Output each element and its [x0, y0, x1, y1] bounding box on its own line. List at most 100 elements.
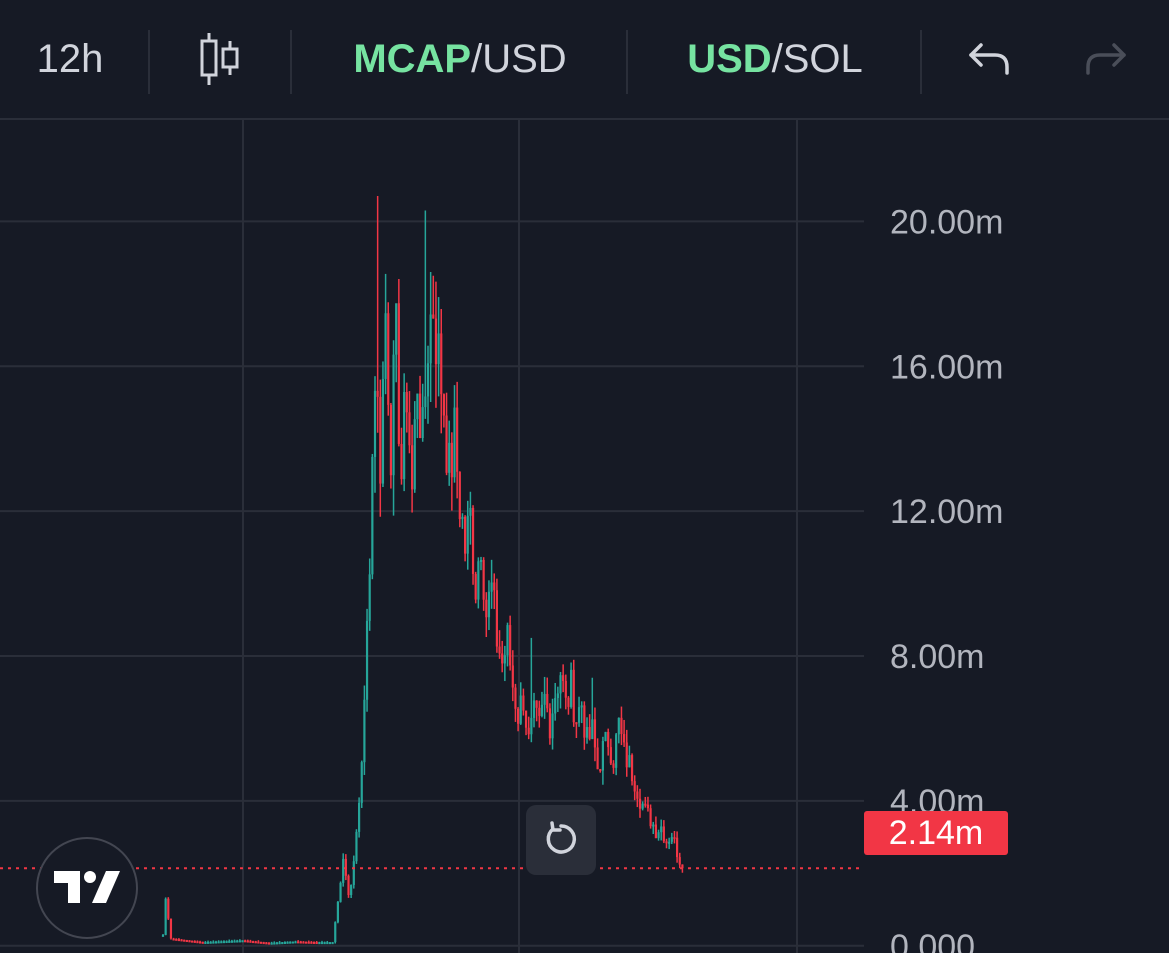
candle-body — [172, 938, 175, 941]
candle-body — [228, 940, 231, 943]
tradingview-logo[interactable] — [36, 837, 138, 939]
candle-body — [646, 804, 650, 809]
interval-button[interactable]: 12h — [20, 0, 120, 118]
candle-body — [368, 574, 371, 621]
candle-body — [609, 747, 612, 764]
candle-body — [546, 693, 549, 709]
candle-body — [233, 940, 236, 943]
candle-body — [657, 832, 660, 839]
candle-body — [487, 591, 491, 618]
candle-body — [588, 727, 591, 739]
toolbar-divider — [290, 30, 292, 94]
chart-style-button[interactable] — [180, 0, 260, 118]
candle-body — [305, 941, 308, 944]
candle-body — [191, 940, 194, 943]
candle-body — [633, 781, 636, 792]
candle-body — [580, 705, 583, 708]
candle-body — [265, 942, 268, 945]
undo-button[interactable] — [955, 0, 1025, 118]
candle-body — [307, 941, 310, 944]
candle-body — [320, 942, 324, 945]
candle-body — [649, 808, 652, 827]
candle-body — [628, 755, 631, 768]
candle-body — [453, 407, 456, 478]
candle-body — [599, 769, 602, 772]
candle-body — [527, 727, 530, 735]
candle-body — [514, 687, 517, 709]
chart-grid — [0, 120, 864, 953]
candle-body — [660, 826, 663, 833]
mcap-usd-toggle[interactable]: MCAP/USD — [320, 0, 600, 118]
candle-body — [193, 940, 196, 943]
candle-body — [273, 942, 276, 945]
candle-body — [392, 354, 395, 476]
candle-body — [291, 941, 294, 944]
candle-body — [352, 861, 355, 885]
candle-body — [252, 941, 255, 944]
candle-body — [421, 407, 424, 439]
candle-body — [448, 442, 451, 473]
candle-body — [381, 378, 385, 484]
candle-body — [464, 516, 467, 554]
candle-body — [450, 442, 453, 478]
candle-body — [278, 942, 281, 945]
candle-body — [583, 705, 586, 738]
toolbar-divider — [626, 30, 628, 94]
candle-body — [199, 941, 202, 944]
candle-body — [575, 722, 578, 725]
candle-body — [511, 665, 514, 688]
candle-body — [604, 732, 607, 742]
candle-body — [644, 803, 647, 806]
candle-body — [424, 396, 427, 408]
candle-body — [347, 875, 350, 896]
candle-body — [360, 762, 363, 803]
candle-body — [429, 314, 432, 364]
candle-body — [445, 415, 448, 473]
candle-body — [164, 898, 167, 935]
candle-body — [334, 922, 337, 943]
candle-body — [440, 333, 443, 395]
candle-body — [339, 882, 342, 902]
candle-body — [365, 620, 369, 700]
candle-body — [662, 826, 665, 842]
candle-body — [326, 942, 329, 945]
candle-body — [318, 942, 321, 945]
candle-body — [397, 303, 400, 444]
candle-body — [466, 515, 469, 554]
candle-body — [196, 941, 199, 944]
last-price-label: 2.14m — [864, 811, 1008, 855]
candle-body — [678, 857, 681, 865]
candle-body — [612, 763, 615, 768]
toolbar-divider — [920, 30, 922, 94]
candle-body — [456, 407, 459, 472]
candle-body — [498, 646, 501, 654]
candle-body — [670, 837, 673, 842]
candle-body — [373, 390, 377, 457]
candle-body — [270, 942, 273, 945]
candle-body — [355, 831, 358, 862]
sol-label: /SOL — [771, 36, 863, 81]
candle-body — [342, 858, 345, 883]
candle-body — [543, 693, 546, 705]
candle-body — [524, 710, 528, 728]
candle-body — [506, 625, 509, 656]
candle-body — [225, 941, 228, 944]
candle-body — [437, 333, 440, 365]
candle-body — [299, 941, 302, 944]
mcap-label: MCAP — [353, 36, 472, 81]
candle-body — [535, 700, 538, 708]
candle-body — [641, 803, 644, 809]
candlestick-series — [0, 196, 864, 945]
candle-body — [652, 824, 655, 827]
candle-body — [379, 396, 382, 484]
usd-sol-toggle[interactable]: USD/SOL — [650, 0, 900, 118]
redo-button[interactable] — [1070, 0, 1140, 118]
candle-body — [294, 941, 297, 944]
candle-body — [246, 940, 249, 943]
candle-body — [254, 941, 257, 944]
reset-chart-button[interactable] — [526, 805, 596, 875]
chart-toolbar: 12h MCAP/USD USD/SOL — [0, 0, 1169, 120]
toolbar-divider — [148, 30, 150, 94]
candle-body — [175, 938, 178, 941]
